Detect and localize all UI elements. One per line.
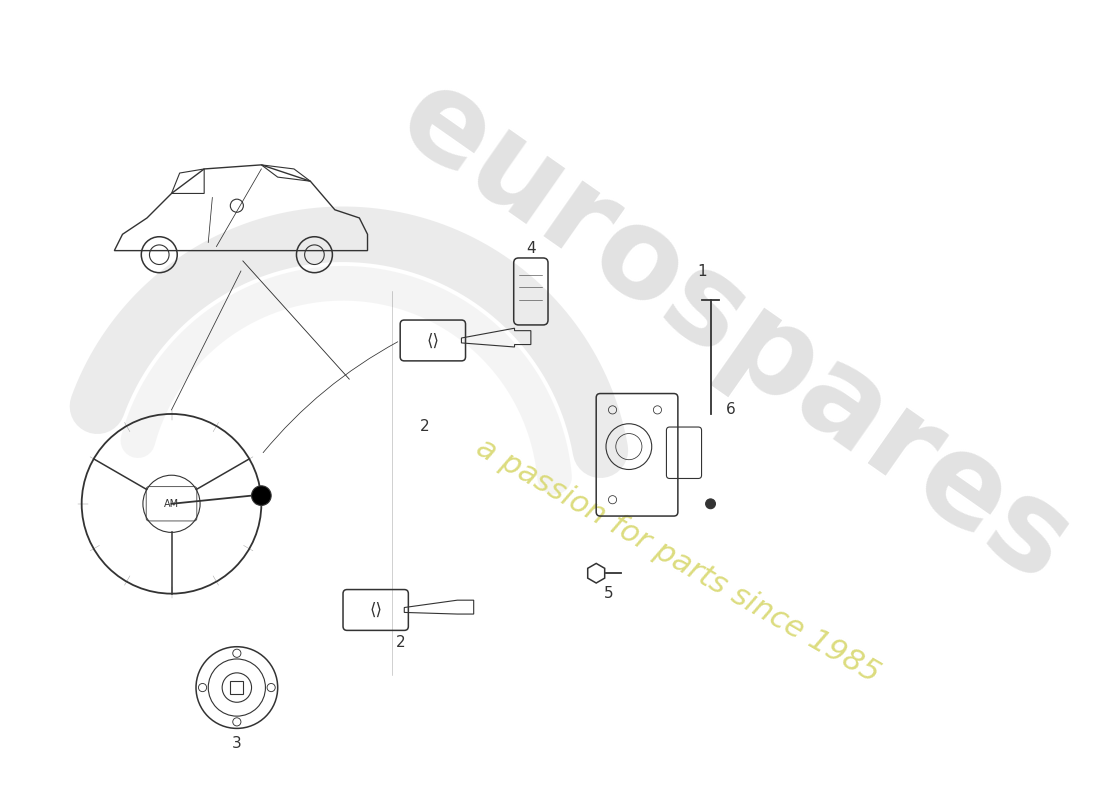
Text: 2: 2	[420, 418, 429, 434]
Text: eurospares: eurospares	[376, 56, 1093, 609]
Text: 1: 1	[697, 263, 707, 278]
Text: 4: 4	[526, 242, 536, 257]
Circle shape	[705, 499, 715, 509]
Circle shape	[252, 486, 271, 506]
Text: a passion for parts since 1985: a passion for parts since 1985	[471, 433, 884, 689]
Text: 5: 5	[604, 586, 614, 601]
Text: AM: AM	[164, 499, 179, 509]
Text: 2: 2	[395, 635, 405, 650]
Text: 3: 3	[232, 735, 242, 750]
Text: ⟨⟩: ⟨⟩	[370, 601, 382, 619]
Text: ⟨⟩: ⟨⟩	[427, 331, 439, 350]
Text: 6: 6	[726, 402, 736, 418]
